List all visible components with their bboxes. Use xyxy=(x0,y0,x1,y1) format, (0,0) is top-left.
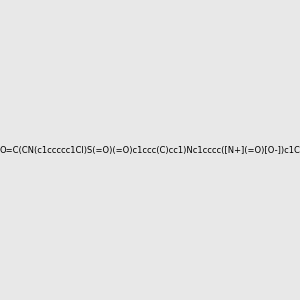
Text: O=C(CN(c1ccccc1Cl)S(=O)(=O)c1ccc(C)cc1)Nc1cccc([N+](=O)[O-])c1C: O=C(CN(c1ccccc1Cl)S(=O)(=O)c1ccc(C)cc1)N… xyxy=(0,146,300,154)
